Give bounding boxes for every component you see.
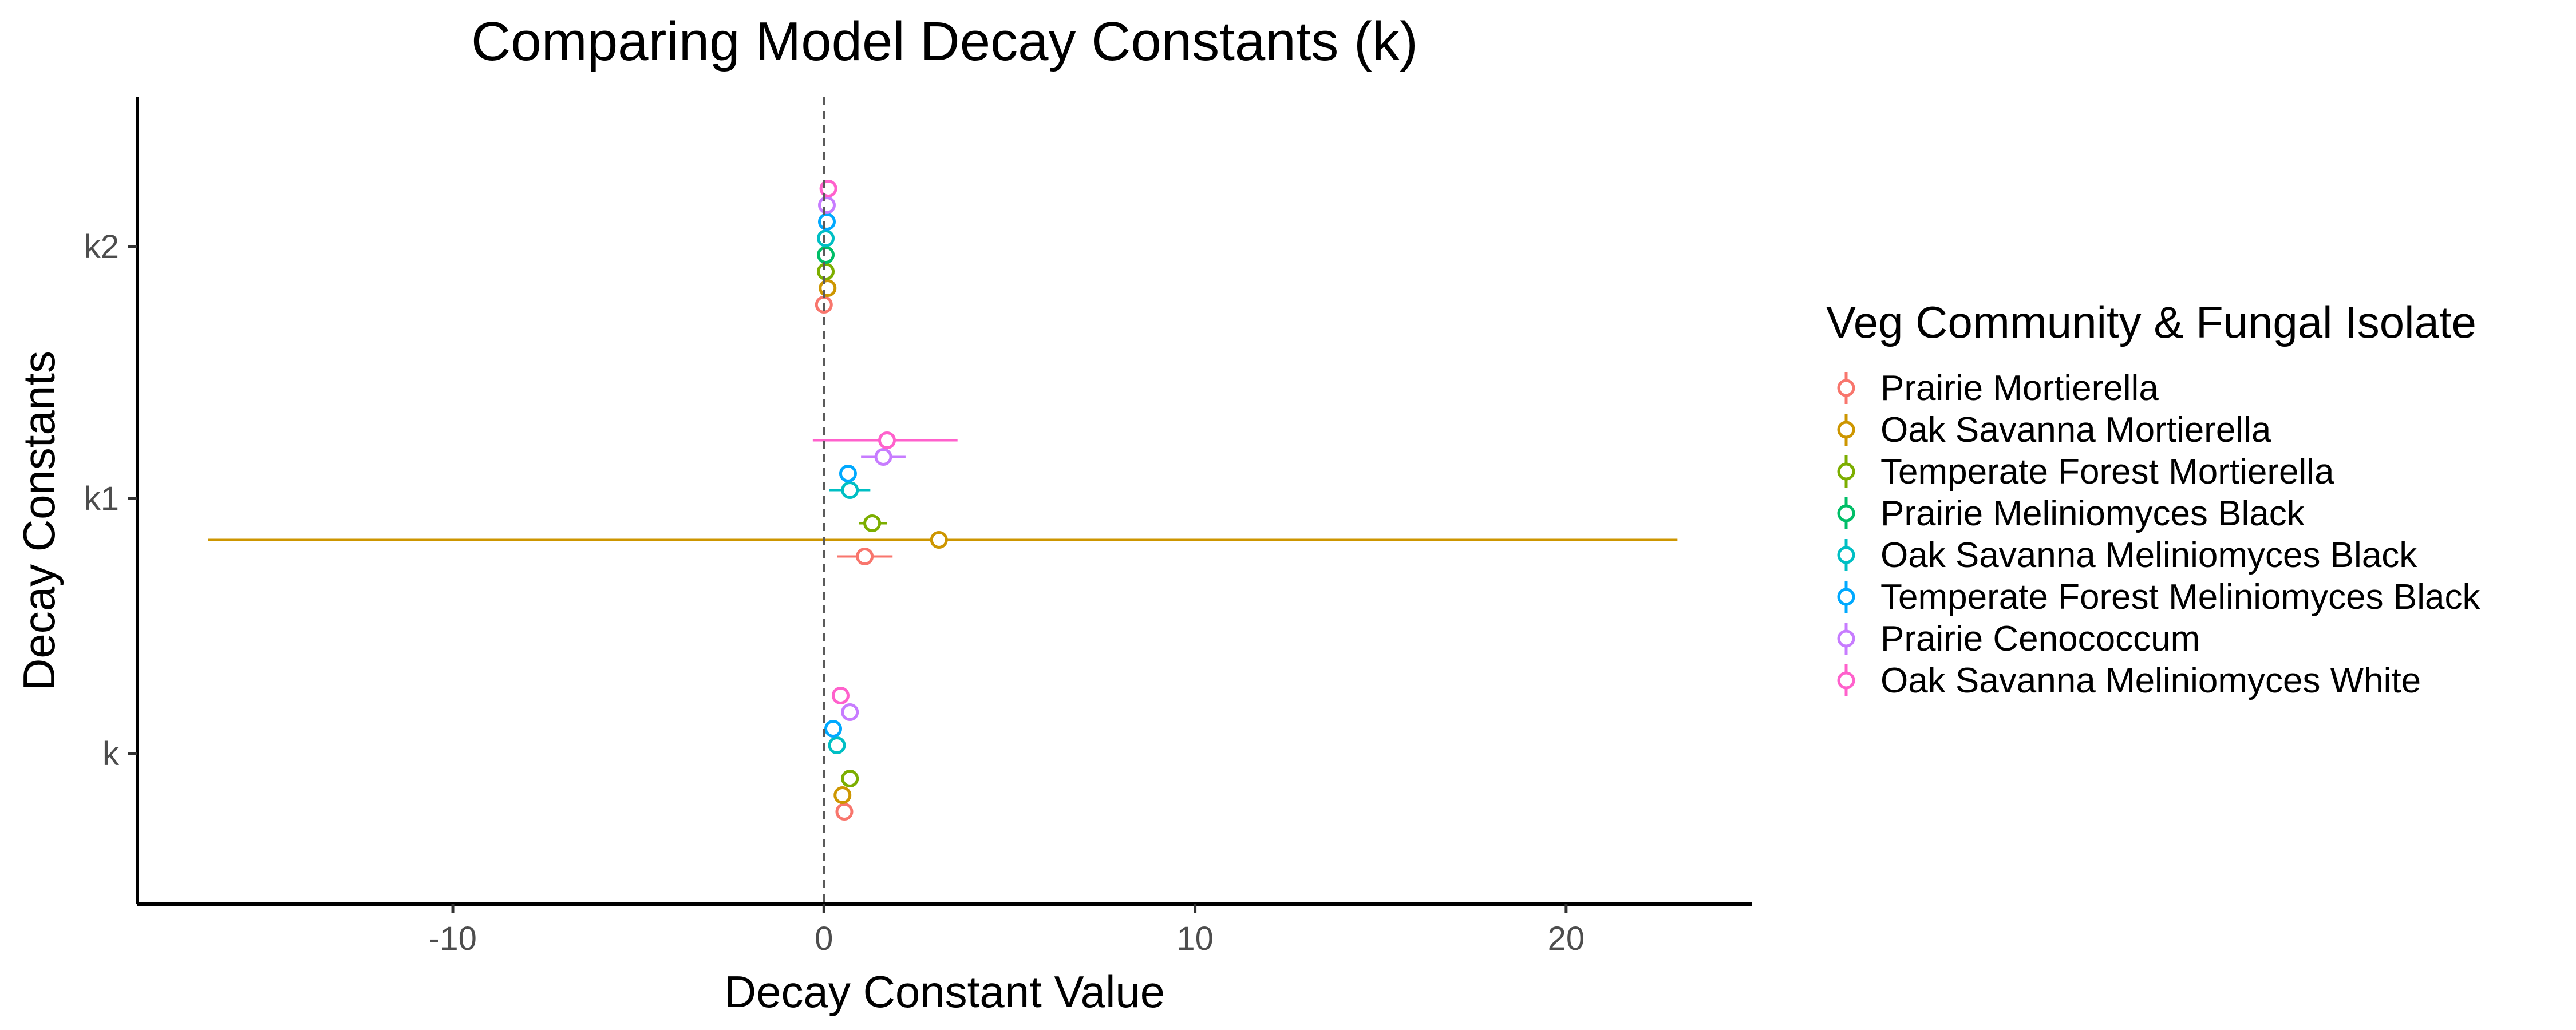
data-point (930, 531, 948, 549)
data-point (878, 431, 896, 449)
x-tick-label: 0 (815, 920, 833, 957)
legend-key (1837, 539, 1855, 571)
legend-key (1837, 581, 1855, 613)
data-point (841, 703, 859, 721)
data-point (841, 481, 859, 499)
chart-title: Comparing Model Decay Constants (k) (471, 11, 1418, 72)
legend-key (1837, 372, 1855, 404)
legend-key (1837, 623, 1855, 655)
data-point (841, 770, 859, 787)
data-point (817, 213, 836, 231)
data-point (839, 465, 857, 482)
legend-label: Temperate Forest Meliniomyces Black (1880, 577, 2480, 617)
legend: Veg Community & Fungal Isolate Prairie M… (1826, 297, 2480, 700)
x-tick-label: -10 (429, 920, 477, 957)
data-point (833, 786, 852, 804)
x-axis-title: Decay Constant Value (724, 966, 1165, 1017)
x-tick-label: 20 (1548, 920, 1585, 957)
data-point (817, 196, 836, 214)
legend-label: Oak Savanna Mortierella (1880, 410, 2271, 450)
legend-key (1837, 664, 1855, 696)
legend-label: Temperate Forest Mortierella (1880, 452, 2334, 492)
legend-label: Prairie Cenococcum (1880, 619, 2200, 659)
legend-key (1837, 414, 1855, 446)
y-tick-label: k (102, 735, 120, 772)
data-point (817, 263, 835, 280)
data-point (874, 448, 892, 466)
data-point (835, 803, 854, 821)
y-tick-label: k2 (84, 228, 119, 266)
legend-key (1837, 455, 1855, 488)
legend-label: Prairie Meliniomyces Black (1880, 494, 2305, 533)
x-tick-label: 10 (1176, 920, 1214, 957)
legend-title: Veg Community & Fungal Isolate (1826, 297, 2476, 347)
data-point (817, 229, 835, 247)
data-point (831, 687, 850, 704)
data-point (817, 246, 835, 264)
plot-area (208, 180, 1678, 821)
y-axis-title: Decay Constants (14, 351, 64, 691)
data-point (856, 548, 874, 565)
legend-label: Oak Savanna Meliniomyces White (1880, 661, 2421, 700)
data-point (824, 720, 843, 738)
legend-label: Oak Savanna Meliniomyces Black (1880, 536, 2417, 575)
data-point (863, 514, 882, 532)
legend-label: Prairie Mortierella (1880, 369, 2159, 408)
legend-key (1837, 497, 1855, 529)
axes: -10 0 10 20 k k1 k2 (84, 97, 1752, 957)
data-point (819, 279, 837, 297)
y-tick-label: k1 (84, 480, 119, 517)
data-point (828, 736, 846, 754)
